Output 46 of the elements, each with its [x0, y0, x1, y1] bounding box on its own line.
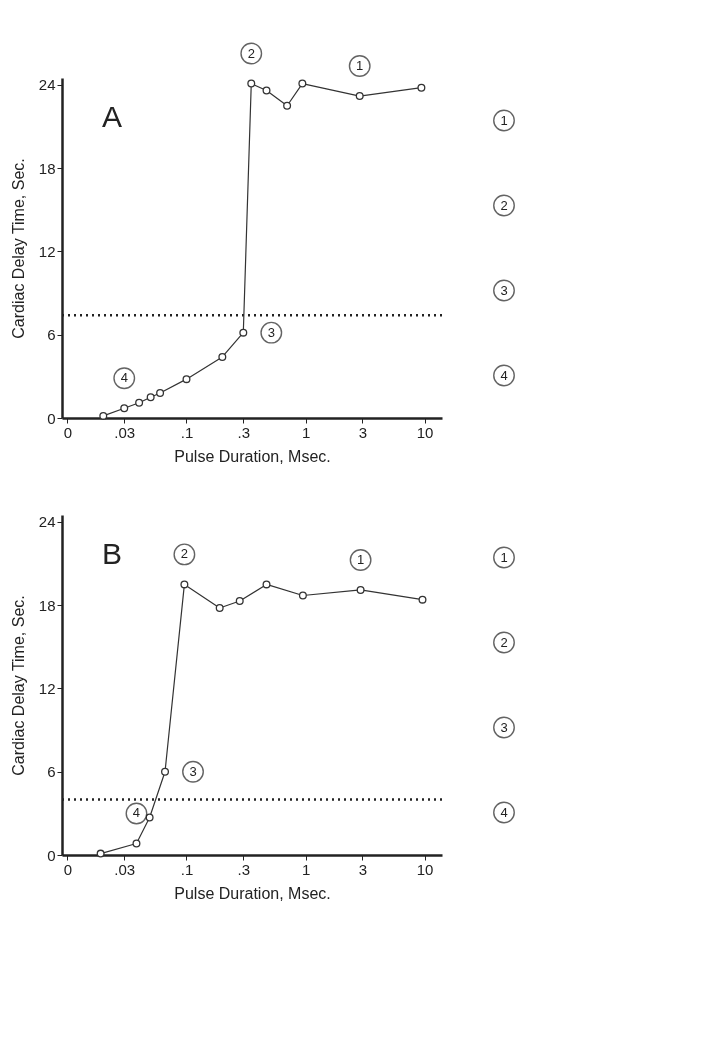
y-tick-label: 12	[38, 242, 56, 260]
text: 4	[500, 804, 508, 820]
annotation: 1	[356, 58, 364, 74]
x-tick-label: 10	[416, 860, 434, 878]
annotation: 1	[356, 551, 365, 567]
x-tick-label: .03	[114, 860, 136, 878]
annotation: 3	[189, 763, 197, 779]
text: 3	[500, 282, 508, 298]
y-tick-label: 6	[47, 763, 56, 781]
annotation: B	[102, 537, 123, 570]
y-tick-label: 6	[47, 326, 56, 344]
annotation: 2	[180, 546, 189, 562]
annotation: A	[102, 100, 123, 133]
y-axis-title: Cardiac Delay Time, Sec.	[9, 595, 27, 776]
text: 2	[500, 197, 508, 213]
annotation: 4	[132, 805, 141, 821]
annotation: 2	[247, 45, 255, 61]
y-tick-label: 18	[38, 596, 56, 614]
x-tick-label: .03	[114, 423, 136, 441]
y-tick-label: 24	[38, 513, 56, 531]
y-tick-label: 0	[47, 846, 56, 864]
x-tick-label: 0	[63, 423, 73, 441]
x-tick-label: 0	[63, 860, 73, 878]
y-tick-label: 24	[38, 76, 56, 94]
annotation: 4	[120, 370, 128, 386]
text: 3	[500, 719, 508, 735]
annotation: 3	[267, 324, 275, 340]
x-axis-title: Pulse Duration, Msec.	[174, 447, 331, 465]
y-tick-label: 0	[47, 409, 56, 427]
x-axis-title: Pulse Duration, Msec.	[174, 884, 331, 902]
y-tick-label: 18	[38, 159, 56, 177]
x-tick-label: .1	[180, 423, 194, 441]
text: 1	[500, 112, 508, 128]
x-tick-label: .1	[180, 860, 194, 878]
x-tick-label: 10	[416, 423, 434, 441]
y-tick-label: 12	[38, 679, 56, 697]
x-tick-label: .3	[237, 423, 251, 441]
x-tick-label: .3	[237, 860, 251, 878]
text: 4	[500, 367, 508, 383]
x-tick-label: 1	[301, 423, 311, 441]
text: 1	[500, 549, 508, 565]
x-tick-label: 3	[358, 860, 368, 878]
x-tick-label: 1	[301, 860, 311, 878]
y-axis-title: Cardiac Delay Time, Sec.	[9, 158, 27, 339]
x-tick-label: 3	[358, 423, 368, 441]
text: 2	[500, 634, 508, 650]
